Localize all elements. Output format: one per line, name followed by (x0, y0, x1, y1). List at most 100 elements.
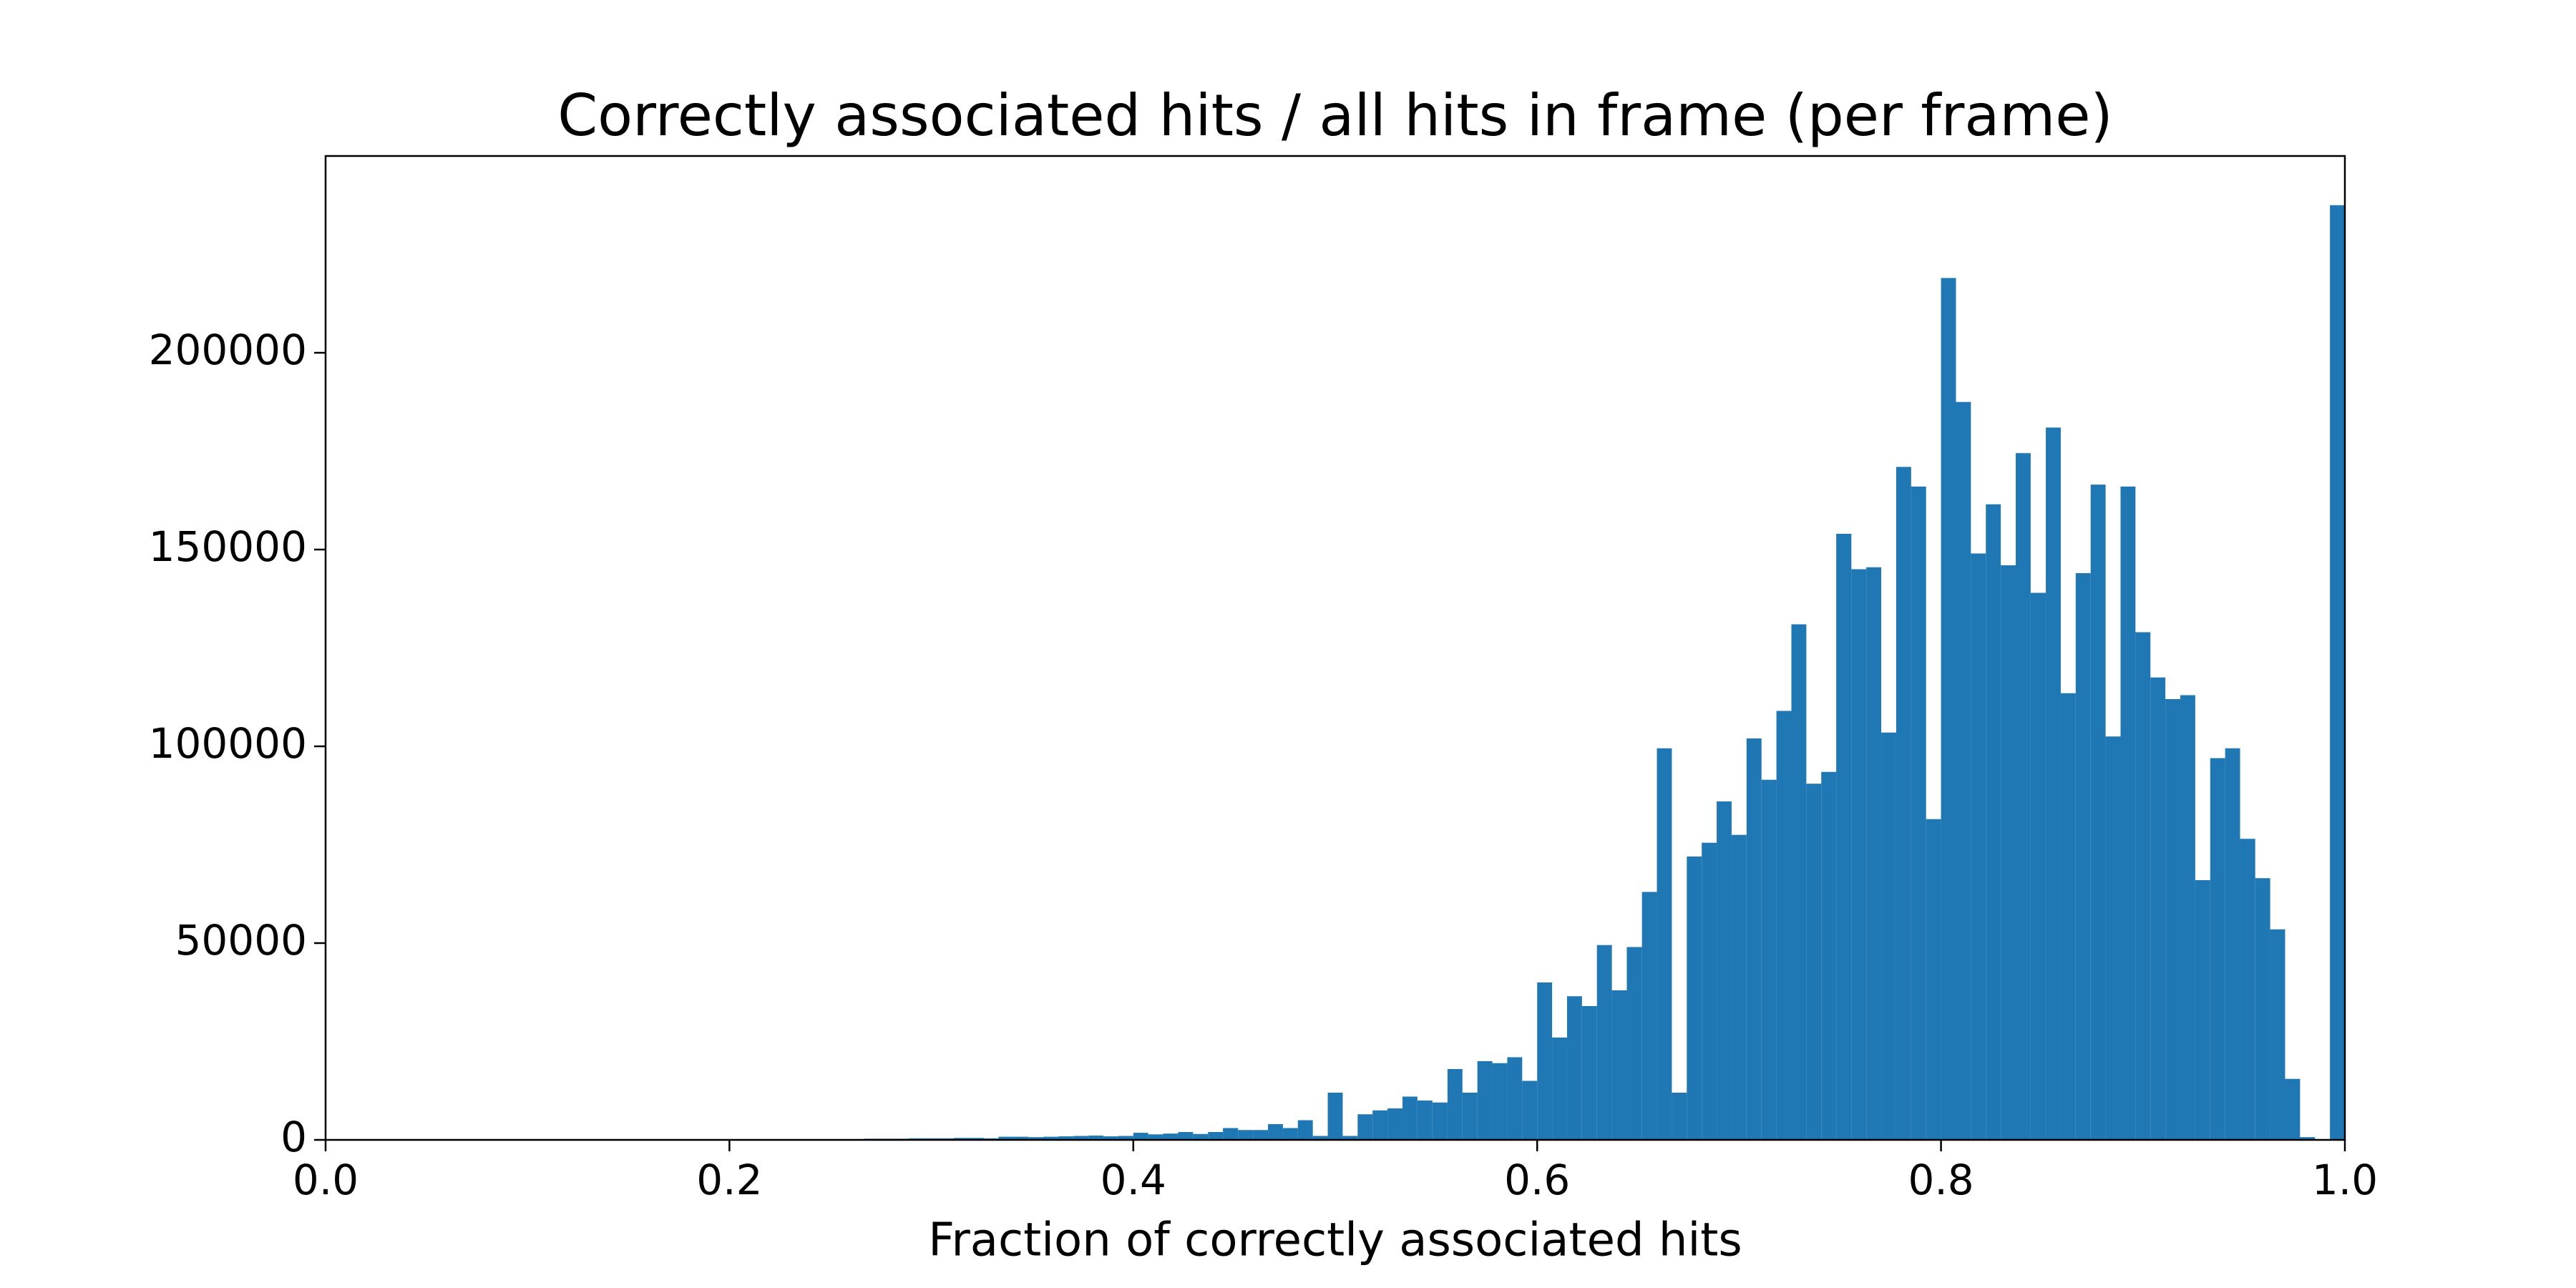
histogram-bar (1103, 1136, 1118, 1140)
histogram-bar (1672, 1093, 1687, 1140)
histogram-bar (1297, 1120, 1313, 1140)
histogram-bar (1492, 1063, 1508, 1140)
histogram-bar (1312, 1136, 1328, 1140)
histogram-bar (1477, 1061, 1493, 1140)
histogram-bar (2285, 1078, 2301, 1140)
histogram-bar (1971, 553, 1986, 1140)
histogram-bar (1253, 1130, 1269, 1140)
histogram-bar (1447, 1069, 1463, 1140)
histogram-bar (2180, 695, 2195, 1140)
histogram-bar (1372, 1110, 1388, 1140)
histogram-bar (1866, 567, 1882, 1140)
y-tick-label: 0 (280, 1113, 307, 1161)
histogram-bar (1462, 1093, 1478, 1140)
histogram-bar (2135, 632, 2151, 1140)
histogram-bar (1717, 801, 1732, 1140)
histogram-bar (1073, 1136, 1089, 1140)
histogram-bar (1088, 1135, 1104, 1140)
histogram-bar (1163, 1133, 1179, 1140)
y-tick-label: 50000 (175, 916, 307, 965)
histogram-bar (1537, 982, 1553, 1140)
histogram-bar (1208, 1132, 1224, 1140)
histogram-bar (2255, 878, 2270, 1140)
histogram-bar (1926, 819, 1941, 1140)
histogram-bar (1417, 1101, 1433, 1140)
histogram-bar (2060, 693, 2076, 1140)
histogram-bar (1881, 732, 1896, 1140)
histogram-bar (1402, 1096, 1418, 1140)
histogram-bar (1238, 1130, 1254, 1140)
histogram-bar (1178, 1132, 1194, 1140)
histogram-bar (2016, 453, 2031, 1140)
histogram-bar (1836, 534, 1852, 1140)
histogram-bar (1581, 1006, 1597, 1140)
histogram-bar (1657, 748, 1672, 1140)
histogram-bar (2240, 839, 2255, 1140)
histogram-bar (1133, 1133, 1148, 1140)
histogram-bar (1118, 1136, 1133, 1140)
histogram-bar (1911, 487, 1926, 1140)
y-tick-label: 150000 (149, 522, 307, 571)
histogram-bar (2090, 484, 2106, 1140)
histogram-bar (1641, 892, 1657, 1140)
histogram-bar (1626, 947, 1642, 1140)
histogram-bar (1896, 467, 1911, 1140)
histogram-bar (2001, 565, 2016, 1140)
x-tick-label: 0.6 (1504, 1156, 1570, 1204)
histogram-bar (1731, 834, 1747, 1140)
histogram-bar (1941, 278, 1956, 1140)
histogram-bar (1821, 771, 1837, 1140)
histogram-bar (2270, 929, 2285, 1140)
y-tick-label: 200000 (149, 326, 307, 374)
histogram-bar (1043, 1136, 1059, 1140)
histogram-bar (1357, 1114, 1373, 1140)
x-tick-label: 1.0 (2312, 1156, 2378, 1204)
plot-area (864, 205, 2345, 1140)
x-axis-label: Fraction of correctly associated hits (928, 1214, 1742, 1267)
histogram-bar (1342, 1136, 1358, 1140)
histogram-bar (1268, 1124, 1283, 1140)
x-tick-label: 0.4 (1101, 1156, 1166, 1204)
chart-title: Correctly associated hits / all hits in … (557, 82, 2112, 149)
histogram-bar (968, 1138, 984, 1140)
histogram-bar (1552, 1038, 1567, 1140)
histogram-bar (1566, 996, 1582, 1140)
histogram-bar (1223, 1128, 1239, 1140)
histogram-bar (1776, 711, 1792, 1140)
histogram-bar (1058, 1136, 1074, 1140)
histogram-bar (1806, 784, 1822, 1140)
histogram-bar (1687, 857, 1702, 1140)
histogram-bar (1702, 842, 1717, 1140)
histogram-bar (2075, 573, 2091, 1140)
histogram-bar (1148, 1134, 1163, 1140)
histogram-bar (1761, 779, 1777, 1140)
histogram-bar (998, 1136, 1014, 1140)
histogram-bar (2046, 427, 2061, 1140)
histogram-bar (1432, 1102, 1448, 1140)
histogram-bar (1387, 1108, 1402, 1140)
histogram-bar (2195, 880, 2210, 1140)
x-tick-label: 0.0 (293, 1156, 358, 1204)
histogram-bar (1596, 945, 1612, 1140)
histogram-bar (2165, 699, 2181, 1140)
histogram-bar (2330, 205, 2345, 1140)
axes-frame (324, 155, 2346, 1141)
histogram-bar (1028, 1137, 1044, 1140)
histogram-bar (1013, 1136, 1029, 1140)
histogram-bar (2210, 758, 2225, 1140)
x-tick-label: 0.2 (696, 1156, 762, 1204)
histogram-bar (1791, 624, 1807, 1140)
histogram-bar (1193, 1133, 1209, 1140)
histogram-bar (2030, 592, 2046, 1140)
histogram-bar (1611, 990, 1627, 1140)
y-tick-label: 100000 (149, 719, 307, 768)
histogram-bar (2300, 1137, 2316, 1140)
histogram-bar (1327, 1093, 1343, 1140)
x-tick-label: 0.8 (1908, 1156, 1974, 1204)
histogram-bar (1746, 738, 1762, 1140)
histogram-bar (1522, 1080, 1538, 1140)
histogram-bar (2150, 677, 2166, 1140)
histogram-bar (953, 1138, 969, 1140)
histogram-bar (1507, 1057, 1523, 1140)
